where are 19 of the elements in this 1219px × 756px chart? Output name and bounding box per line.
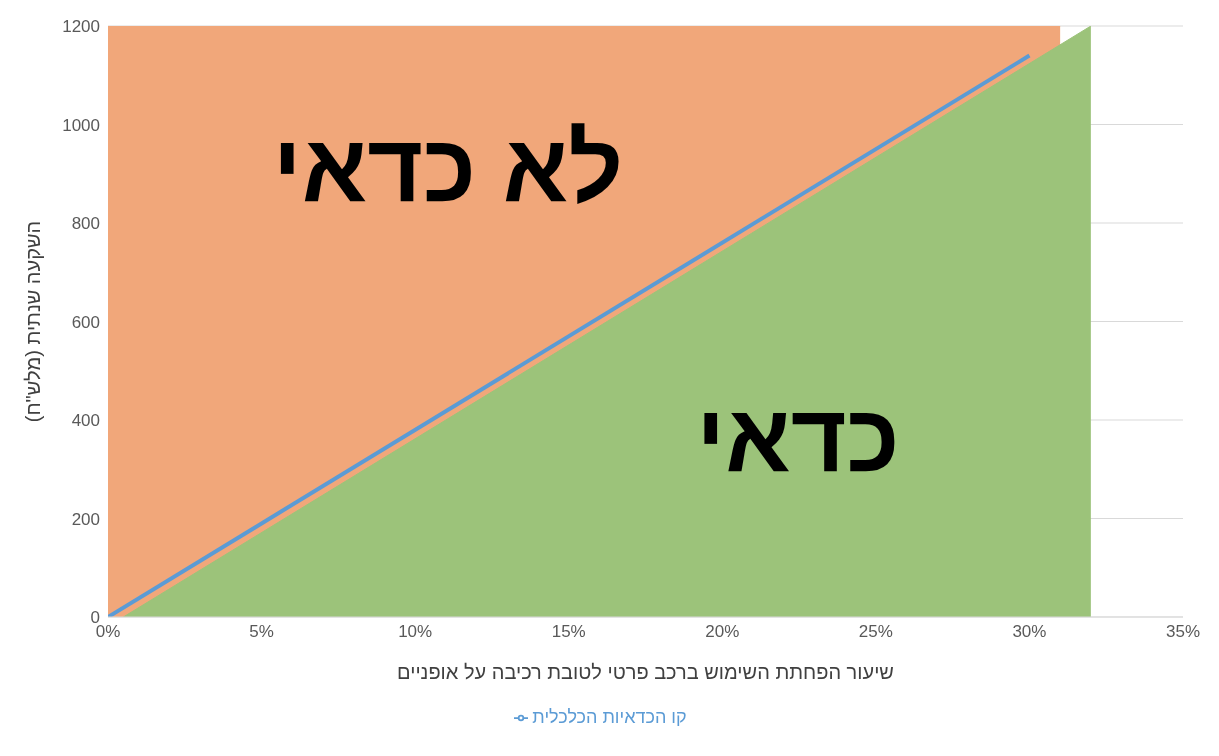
y-tick-label: 200: [71, 509, 100, 529]
y-tick-label: 400: [71, 411, 100, 431]
legend-label: קו הכדאיות הכלכלית: [532, 707, 687, 727]
x-tick-label: 5%: [249, 622, 274, 642]
y-axis-title: השקעה שנתית (מלש"ח): [22, 220, 45, 423]
x-tick-label: 10%: [398, 622, 433, 642]
x-tick-label: 30%: [1012, 622, 1047, 642]
y-tick-label: 600: [71, 312, 100, 332]
x-tick-label: 20%: [705, 622, 740, 642]
x-tick-label: 0%: [95, 622, 121, 642]
x-tick-label: 25%: [858, 622, 893, 642]
annotation: כדאי: [696, 383, 900, 493]
y-tick-label: 800: [71, 214, 100, 234]
annotation: לא כדאי: [272, 113, 624, 223]
x-tick-label: 35%: [1165, 622, 1201, 642]
x-axis-title: שיעור הפחתת השימוש ברכב פרטי לטובת רכיבה על אופניים: [397, 661, 894, 683]
y-tick-label: 1000: [62, 115, 100, 135]
x-tick-label: 15%: [551, 622, 586, 642]
y-tick-label: 1200: [62, 17, 100, 37]
